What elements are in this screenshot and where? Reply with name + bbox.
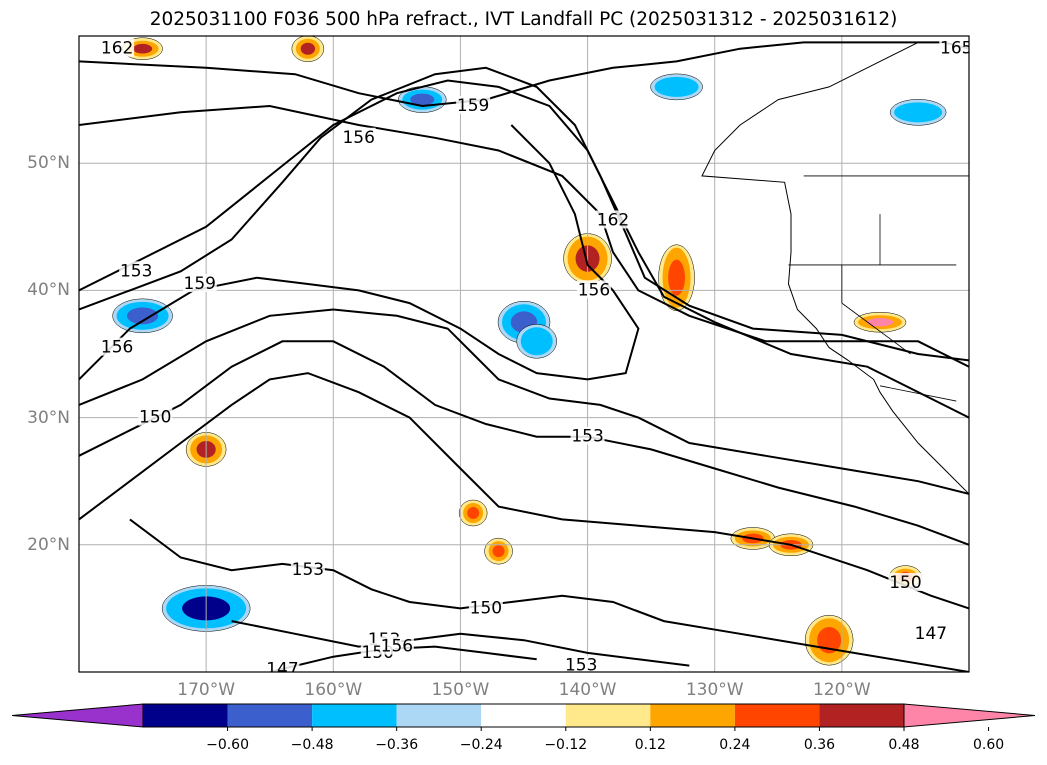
lon-tick-label: 170°W (177, 680, 236, 700)
colorbar-segment (481, 704, 566, 727)
contour-label-bg (564, 655, 599, 672)
contour-label-bg (468, 598, 503, 617)
filled-region-core (467, 507, 480, 519)
map-plot: 162 165 159 156 162 156 153 159 156 150 153 153 150 1… (78, 35, 972, 679)
refractivity-contour (79, 41, 969, 108)
filled-region-core (866, 318, 894, 327)
refractivity-contour (79, 124, 640, 381)
filled-region-core (410, 93, 435, 106)
colorbar-tick-label: −0.60 (206, 737, 249, 753)
border-line (841, 302, 911, 355)
colorbar-tick-label: 0.24 (719, 737, 751, 753)
contour-label: 153 (292, 560, 324, 580)
colorbar-extend-high (903, 703, 1036, 728)
contour-label: 153 (565, 656, 597, 676)
lat-tick-label: 30°N (27, 407, 70, 428)
filled-region-core (527, 332, 547, 350)
contour-label-bg (888, 572, 923, 591)
colorbar-extend-low (11, 703, 144, 728)
colorbar-tick-label: 0.12 (634, 737, 666, 753)
contour-label: 150 (889, 573, 921, 593)
contour-label-bg (596, 210, 630, 229)
contour-label: 153 (120, 261, 152, 281)
coastline (701, 41, 969, 495)
filled-region-core (126, 307, 159, 325)
lat-tick-label: 40°N (27, 280, 70, 301)
colorbar-frame (142, 703, 905, 728)
filled-region-core (903, 106, 933, 119)
lon-tick-label: 130°W (685, 680, 744, 700)
filled-region-core (668, 259, 685, 296)
lon-tick-label: 120°W (812, 680, 871, 700)
contour-label: 156 (381, 637, 413, 657)
contour-label: 147 (915, 624, 947, 644)
refractivity-contour (79, 66, 969, 362)
colorbar-segment (565, 704, 651, 727)
refractivity-contour (79, 372, 969, 610)
refractivity-contour (79, 308, 969, 495)
contour-label-bg (290, 560, 325, 579)
colorbar-tick-label: −0.48 (290, 737, 334, 753)
plot-area: 162 165 159 156 162 156 153 159 156 150 153 153 150 1… (79, 36, 972, 679)
refractivity-contour (79, 340, 969, 546)
contour-label-bg (138, 407, 173, 426)
colorbar-segment (312, 704, 397, 727)
contour-label: 150 (139, 408, 171, 428)
lat-tick-label: 20°N (27, 534, 70, 555)
contour-label: 153 (571, 427, 603, 447)
contour-label-bg (100, 337, 135, 356)
contour-label: 159 (184, 274, 216, 294)
contour-label-bg (119, 261, 154, 280)
contour-label-bg (939, 38, 969, 57)
contour-label: 165 (940, 39, 972, 59)
contour-label-bg (182, 274, 217, 293)
border-line (879, 385, 957, 402)
contour-label-bg (265, 659, 300, 672)
lat-tick-label: 50°N (27, 153, 70, 174)
lon-tick-label: 150°W (431, 680, 490, 700)
colorbar-segment (650, 704, 735, 727)
contour-label: 162 (597, 210, 629, 230)
colorbar-tick-label: 0.48 (888, 737, 920, 753)
colorbar-segment (396, 704, 482, 727)
contour-label-bg (456, 95, 491, 114)
colorbar-tick-label: 0.60 (972, 737, 1005, 753)
filled-region-core (663, 80, 690, 93)
refractivity-contour (79, 79, 969, 419)
contour-label: 147 (266, 659, 298, 679)
filled-region-core (132, 43, 153, 54)
lon-tick-label: 160°W (304, 680, 363, 700)
plot-frame (78, 35, 970, 673)
colorbar-segment (819, 704, 904, 727)
colorbar-tick-label: −0.12 (544, 737, 588, 753)
colorbar-segment (143, 704, 228, 727)
colorbar-tick-label: −0.24 (459, 737, 503, 753)
filled-region-core (300, 42, 316, 55)
contour-label-bg (576, 280, 611, 299)
contour-label-bg (913, 623, 948, 642)
contour-label-bg (341, 127, 376, 146)
contour-label: 159 (457, 96, 489, 116)
contour-label: 156 (578, 280, 610, 300)
contour-label-bg (570, 426, 605, 445)
contour-label: 156 (342, 128, 374, 148)
colorbar-tick-label: 0.36 (803, 737, 836, 753)
colorbar-segment (734, 704, 820, 727)
contour-label-bg (100, 38, 135, 57)
contour-label: 150 (470, 598, 502, 618)
contour-label-bg (379, 636, 414, 655)
chart-title: 2025031100 F036 500 hPa refract., IVT La… (149, 9, 898, 30)
colorbar-tick-label: −0.36 (375, 737, 419, 753)
lon-tick-label: 140°W (558, 680, 617, 700)
refractivity-contour (231, 620, 690, 667)
contour-label: 156 (101, 338, 133, 358)
colorbar-segment (227, 704, 313, 727)
contour-label: 162 (101, 39, 133, 59)
filled-region-core (492, 545, 505, 558)
